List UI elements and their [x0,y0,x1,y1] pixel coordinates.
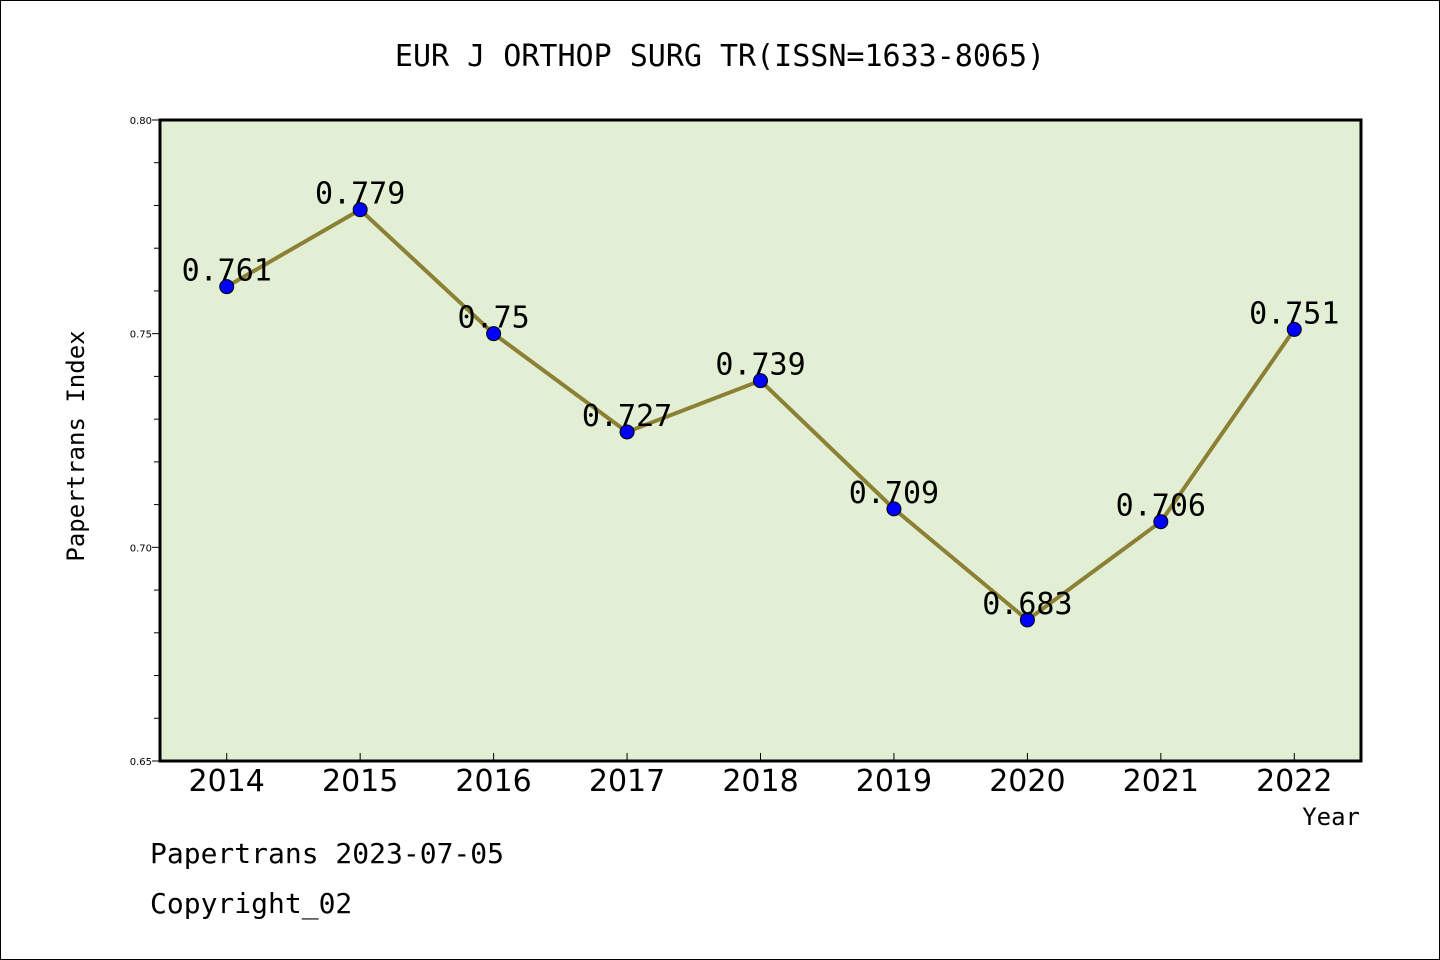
x-tick-label: 2022 [1256,764,1332,799]
y-tick-label: 0.80 [130,116,152,127]
x-tick-label: 2017 [589,764,665,799]
footer-copyright: Copyright_02 [150,887,352,921]
y-axis-label: Papertrans Index [62,330,90,561]
plot-area [158,118,1363,763]
x-tick-label: 2016 [455,764,531,799]
data-point [1153,514,1169,530]
x-tick-label: 2020 [989,764,1065,799]
x-axis-ticks: 2014 2015 2016 2017 2018 2019 2020 2021 2022 [189,753,1332,799]
data-point [486,326,502,342]
y-tick-label: 0.75 [130,330,152,341]
y-axis-ticks: 0.65 0.70 0.75 0.80 [130,116,160,768]
x-tick-label: 2014 [189,764,265,799]
x-tick-label: 2018 [722,764,798,799]
x-tick-label: 2021 [1123,764,1199,799]
data-label: 0.761 [182,254,272,289]
data-label: 0.75 [457,301,529,336]
data-point [753,373,768,389]
data-label: 0.709 [849,476,939,511]
data-point [619,424,635,440]
data-point [1019,612,1035,628]
data-point [1286,321,1302,337]
data-label: 0.739 [715,348,805,383]
y-tick-label: 0.65 [130,757,152,768]
x-tick-label: 2015 [322,764,398,799]
data-label: 0.727 [582,399,672,434]
data-point [886,501,902,517]
data-label: 0.751 [1249,296,1339,331]
data-label: 0.779 [315,177,405,212]
data-label: 0.683 [982,587,1072,622]
footer-date: Papertrans 2023-07-05 [150,837,504,870]
data-labels: 0.761 0.779 0.75 0.727 0.739 0.709 0.683 0.706 0… [182,177,1340,622]
y-tick-label: 0.70 [130,543,152,554]
data-label: 0.706 [1116,489,1206,524]
series-markers [219,202,1302,628]
chart-title: EUR J ORTHOP SURG TR(ISSN=1633-8065) [395,39,1045,74]
x-axis-label: Year [1302,803,1360,831]
data-point [219,279,235,295]
data-point [352,202,368,218]
x-tick-label: 2019 [856,764,932,799]
